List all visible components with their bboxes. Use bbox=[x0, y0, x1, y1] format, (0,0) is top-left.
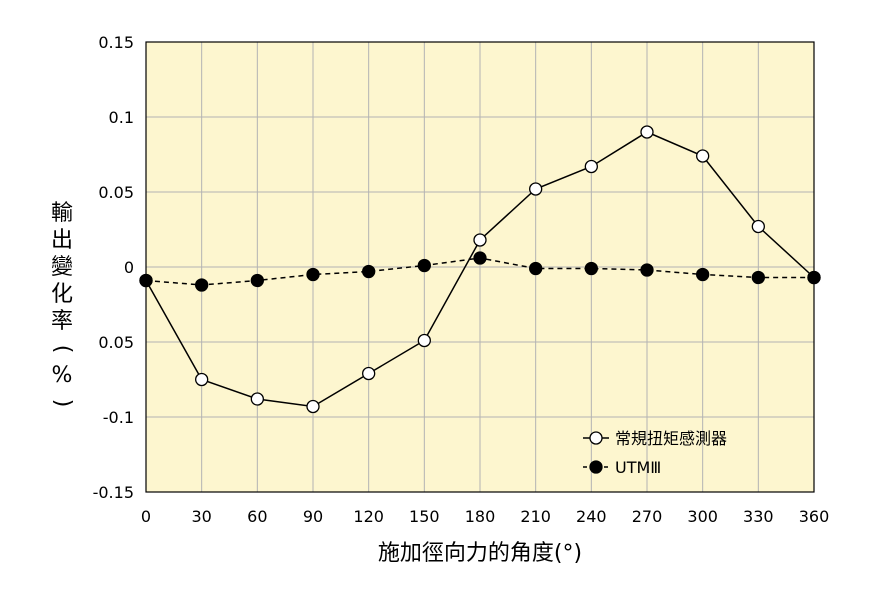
data-point bbox=[250, 392, 264, 406]
y-axis-title-char: 化 bbox=[51, 282, 73, 307]
data-point bbox=[640, 263, 654, 277]
x-tick-label: 90 bbox=[303, 507, 323, 526]
legend-marker bbox=[589, 431, 603, 445]
x-tick-label: 210 bbox=[520, 507, 551, 526]
y-axis-title-char: ( bbox=[50, 345, 75, 354]
data-point bbox=[417, 258, 431, 273]
x-tick-label: 60 bbox=[247, 507, 267, 526]
data-point bbox=[306, 399, 320, 414]
y-axis-title-char: % bbox=[52, 363, 73, 388]
x-tick-label: 270 bbox=[632, 507, 663, 526]
series-layer bbox=[139, 125, 821, 414]
data-point bbox=[195, 278, 209, 292]
y-axis-title-char: 輸 bbox=[51, 201, 73, 226]
data-point bbox=[529, 261, 543, 276]
data-point bbox=[807, 270, 821, 285]
data-point bbox=[696, 149, 710, 163]
data-point bbox=[473, 233, 487, 247]
plot-area-border bbox=[145, 41, 815, 493]
legend-label: 常規扭矩感測器 bbox=[615, 429, 727, 448]
data-point bbox=[751, 270, 765, 285]
x-axis-ticks: 0 30 60 90 120 150 180 210 240 270 300 330 360 bbox=[141, 507, 829, 526]
y-axis-title-char: 變 bbox=[51, 255, 73, 280]
data-point bbox=[362, 264, 376, 279]
x-axis-title: 施加徑向力的角度(°) bbox=[378, 541, 582, 566]
y-tick-label: 0 bbox=[124, 258, 134, 277]
series-2 bbox=[139, 251, 821, 292]
data-point bbox=[417, 333, 431, 348]
data-point bbox=[195, 372, 209, 387]
legend-item-1: 常規扭矩感測器 bbox=[583, 429, 727, 448]
x-tick-label: 300 bbox=[687, 507, 718, 526]
x-tick-label: 330 bbox=[743, 507, 774, 526]
x-tick-label: 180 bbox=[465, 507, 496, 526]
x-tick-label: 360 bbox=[799, 507, 830, 526]
x-tick-label: 30 bbox=[191, 507, 211, 526]
x-tick-label: 120 bbox=[353, 507, 384, 526]
legend-label: UTMⅢ bbox=[615, 458, 661, 477]
data-point bbox=[306, 267, 320, 282]
legend-marker bbox=[589, 460, 603, 474]
data-point bbox=[473, 251, 487, 265]
data-point bbox=[696, 267, 710, 282]
data-point bbox=[139, 273, 153, 288]
y-tick-label: 0.05 bbox=[98, 183, 134, 202]
y-tick-label: 0.15 bbox=[98, 33, 134, 52]
y-tick-label: 0.05 bbox=[98, 333, 134, 352]
x-tick-label: 0 bbox=[141, 507, 151, 526]
data-point bbox=[584, 159, 598, 174]
data-point bbox=[529, 182, 543, 196]
x-tick-label: 150 bbox=[409, 507, 440, 526]
data-point bbox=[362, 366, 376, 381]
y-tick-label: 0.1 bbox=[109, 108, 134, 127]
data-point bbox=[751, 219, 765, 234]
x-tick-label: 240 bbox=[576, 507, 607, 526]
legend: 常規扭矩感測器 UTMⅢ bbox=[583, 429, 727, 477]
data-point bbox=[584, 261, 598, 276]
grid-lines bbox=[146, 42, 814, 492]
y-axis-title-char: ) bbox=[50, 399, 75, 408]
y-axis-ticks: 0.15 0.1 0.05 0 0.05 -0.1 -0.15 bbox=[93, 33, 134, 502]
y-tick-label: -0.1 bbox=[103, 408, 134, 427]
data-point bbox=[250, 273, 264, 288]
y-axis-title-char: 出 bbox=[51, 228, 73, 253]
y-tick-label: -0.15 bbox=[93, 483, 134, 502]
data-point bbox=[640, 125, 654, 139]
y-axis-title-char: 率 bbox=[51, 309, 73, 334]
legend-item-2: UTMⅢ bbox=[583, 458, 661, 477]
